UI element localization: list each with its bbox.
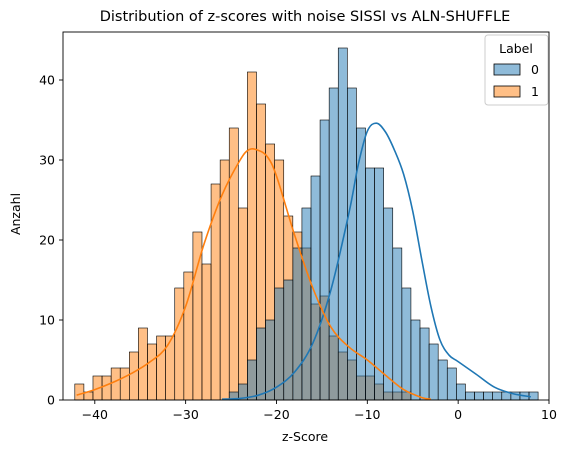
bar-series-0 (465, 391, 475, 401)
legend-label-0: 0 (531, 62, 539, 77)
bar-series-0 (301, 207, 312, 401)
bar-series-0 (347, 87, 357, 401)
bar-series-1 (228, 127, 239, 401)
bar-series-0 (374, 167, 384, 401)
plot-area (74, 47, 539, 401)
bar-series-1 (174, 287, 185, 401)
bar-series-0 (492, 391, 503, 401)
bar-series-0 (401, 287, 412, 401)
bar-series-1 (129, 351, 139, 401)
x-tick-label: 10 (541, 407, 557, 422)
y-tick-label: 10 (39, 313, 55, 328)
legend-title: Label (499, 41, 533, 56)
bar-series-1 (119, 367, 130, 401)
bar-series-0 (428, 343, 439, 401)
series-0-bars (228, 47, 539, 401)
legend-label-1: 1 (531, 84, 539, 99)
legend-swatch-0 (493, 63, 521, 76)
x-tick-label: −40 (82, 407, 108, 422)
bar-series-1 (247, 71, 257, 401)
chart-title: Distribution of z-scores with noise SISS… (100, 9, 511, 25)
bar-series-0 (383, 207, 394, 401)
bar-series-0 (256, 327, 266, 401)
x-axis-label: z-Score (282, 429, 328, 444)
legend: Label 0 1 (484, 34, 549, 106)
axes-frame (62, 31, 550, 401)
bar-series-0 (437, 359, 448, 401)
x-tick-label: 0 (454, 407, 462, 422)
bar-series-0 (247, 359, 257, 401)
y-axis-label: Anzahl (8, 193, 23, 235)
bar-series-1 (201, 263, 212, 401)
bar-series-0 (410, 319, 421, 401)
bar-series-0 (319, 119, 330, 401)
bar-series-0 (292, 247, 303, 401)
legend-swatch-1 (493, 85, 521, 98)
bar-series-0 (474, 391, 484, 401)
bar-series-0 (419, 327, 430, 401)
kde-line-series-0 (221, 122, 531, 400)
bar-series-0 (483, 391, 493, 401)
bar-series-1 (238, 207, 248, 401)
bar-series-1 (110, 367, 121, 401)
bar-series-0 (456, 383, 466, 401)
bar-series-0 (328, 87, 339, 401)
x-tick-label: −30 (172, 407, 198, 422)
x-tick-label: −10 (354, 407, 380, 422)
y-tick-label: 20 (39, 233, 55, 248)
bar-series-0 (446, 367, 457, 401)
bar-series-0 (265, 319, 275, 401)
kde-lines (76, 122, 531, 400)
x-tick-label: −20 (263, 407, 289, 422)
kde-line-series-1 (76, 148, 432, 400)
bar-series-1 (147, 343, 157, 401)
bar-series-0 (392, 247, 403, 401)
y-tick-label: 30 (39, 153, 55, 168)
y-tick-label: 0 (47, 393, 55, 408)
bar-series-1 (183, 271, 194, 401)
bar-series-1 (101, 375, 112, 401)
bar-series-1 (156, 335, 166, 401)
bar-series-1 (210, 183, 221, 401)
y-tick-label: 40 (39, 73, 55, 88)
bar-series-1 (74, 383, 85, 401)
